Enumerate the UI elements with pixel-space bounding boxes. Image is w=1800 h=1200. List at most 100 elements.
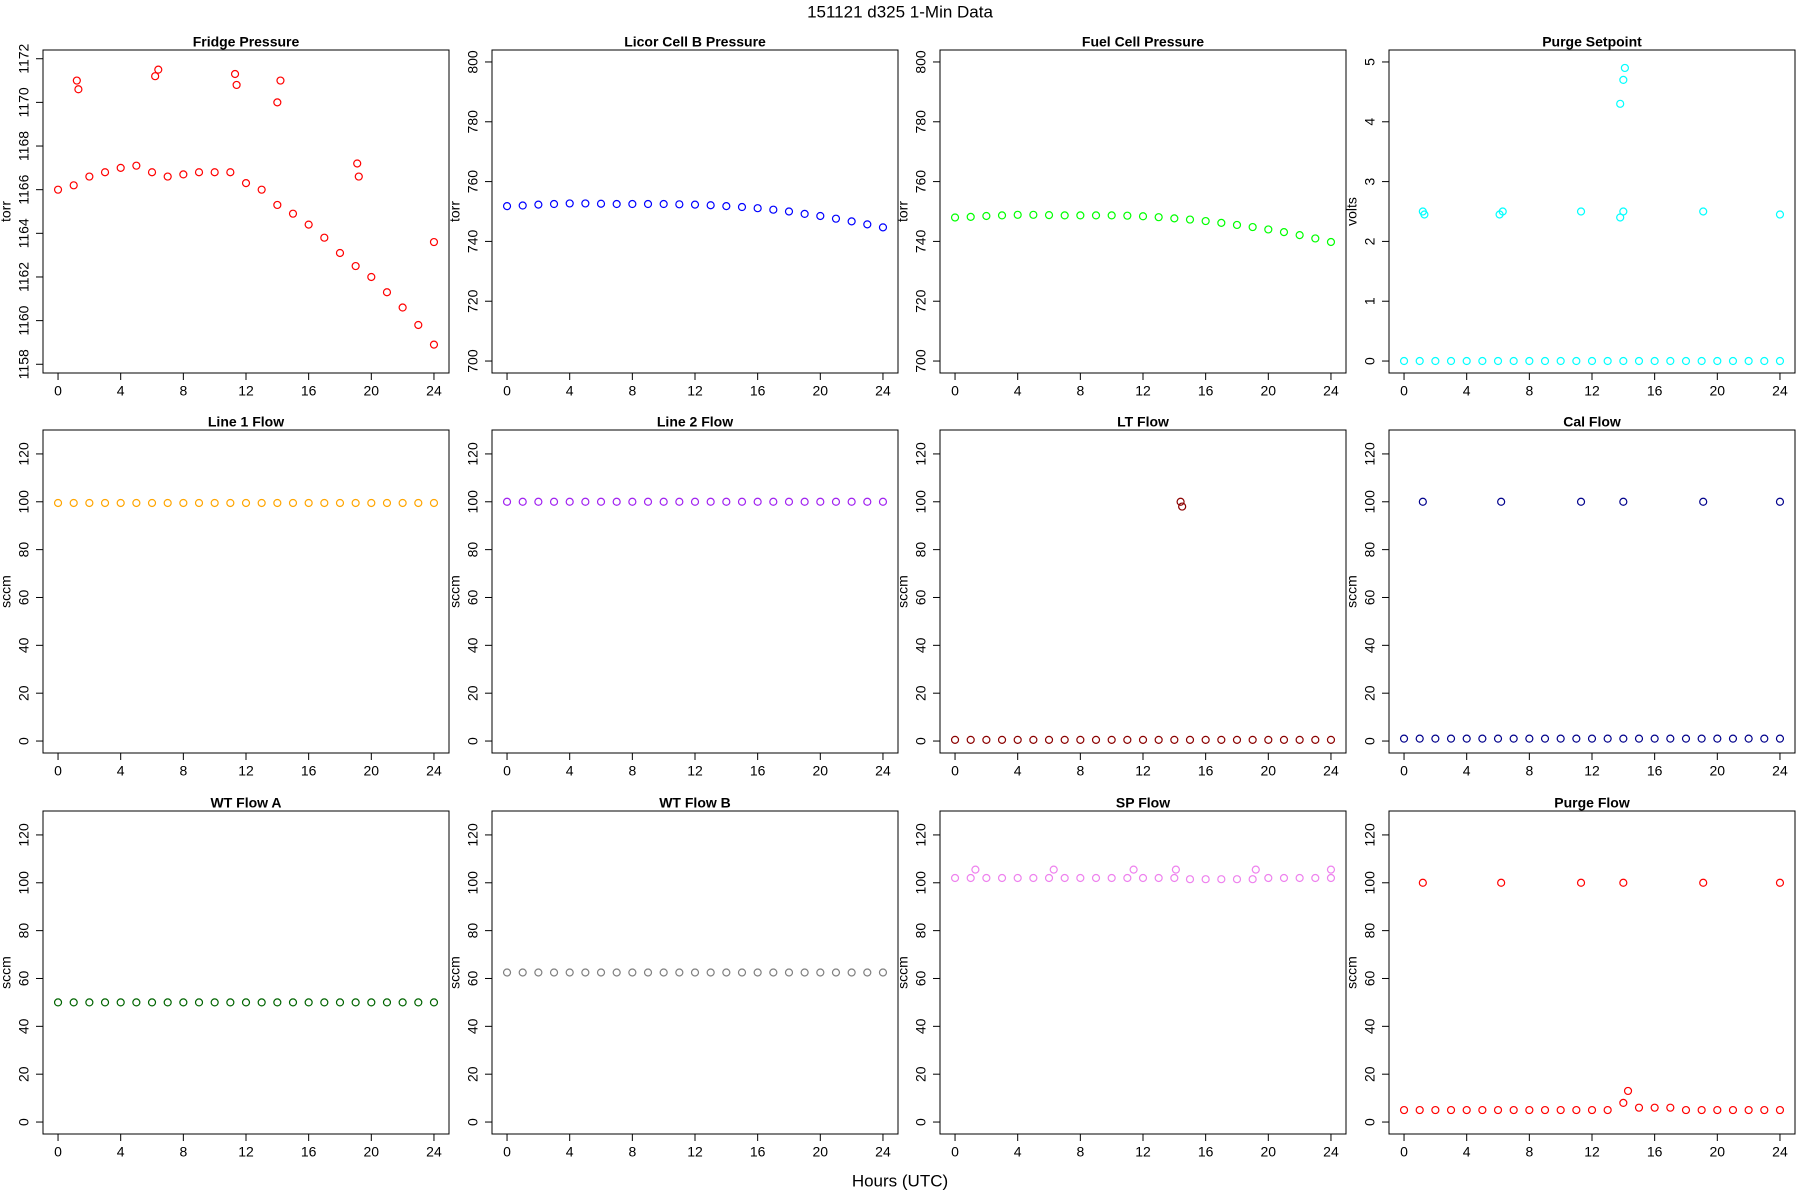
- plot-frame: [42, 810, 450, 1135]
- data-point: [53, 998, 63, 1007]
- x-tick-label: 16: [1198, 763, 1214, 779]
- x-tick-label: 24: [1772, 763, 1788, 779]
- x-tick-label: 24: [1323, 1144, 1339, 1160]
- y-tick-label: 720: [465, 289, 481, 313]
- y-tick-label: 1160: [16, 305, 32, 335]
- y-tick-label: 20: [16, 1066, 32, 1082]
- data-point: [1572, 734, 1581, 743]
- data-point: [320, 998, 329, 1007]
- y-tick-label: 120: [465, 442, 481, 466]
- data-point: [581, 968, 590, 977]
- y-tick-label: 1: [1362, 297, 1378, 305]
- data-point: [1760, 734, 1769, 743]
- data-point: [690, 497, 700, 506]
- data-point: [1619, 734, 1628, 743]
- data-point: [1295, 735, 1304, 744]
- data-point: [230, 69, 240, 79]
- x-tick-label: 16: [750, 1144, 766, 1160]
- data-point: [831, 968, 841, 977]
- data-point: [847, 217, 856, 226]
- data-point: [194, 498, 204, 508]
- y-tick-label: 120: [1362, 442, 1378, 466]
- x-tick-label: 12: [687, 383, 703, 399]
- x-tick-label: 0: [503, 1144, 511, 1160]
- data-point: [706, 968, 715, 977]
- data-point: [997, 735, 1007, 744]
- plot-frame: [42, 429, 450, 754]
- data-point: [304, 220, 313, 229]
- x-tick-label: 20: [1261, 383, 1277, 399]
- data-point: [1060, 735, 1069, 744]
- data-point: [1619, 75, 1628, 85]
- data-point: [1176, 497, 1185, 506]
- data-point: [1154, 873, 1163, 883]
- data-point: [1232, 875, 1242, 884]
- data-point: [1619, 497, 1628, 506]
- data-point: [1415, 734, 1424, 743]
- data-point: [1493, 1105, 1503, 1115]
- x-tick-label: 0: [54, 1144, 62, 1160]
- data-point: [1525, 734, 1534, 743]
- data-point: [429, 237, 439, 247]
- y-tick-label: 40: [16, 1018, 32, 1034]
- data-point: [1201, 875, 1210, 884]
- data-point: [1525, 356, 1534, 366]
- y-tick-label: 1164: [16, 218, 32, 248]
- y-tick-label: 700: [465, 349, 481, 373]
- x-tick-label: 4: [1014, 763, 1022, 779]
- data-point: [1498, 207, 1507, 216]
- x-tick-label: 20: [1710, 1144, 1726, 1160]
- y-tick-label: 0: [465, 737, 481, 745]
- data-point: [659, 968, 668, 977]
- data-point: [1170, 873, 1179, 883]
- x-tick-label: 4: [117, 763, 125, 779]
- data-point: [116, 498, 125, 508]
- data-point: [1311, 234, 1320, 243]
- x-tick-label: 4: [566, 1144, 574, 1160]
- data-point: [414, 320, 423, 330]
- x-tick-label: 0: [951, 383, 959, 399]
- y-tick-label: 100: [465, 871, 481, 895]
- data-point: [1201, 216, 1210, 226]
- data-point: [549, 968, 559, 977]
- y-tick-label: 60: [1362, 589, 1378, 605]
- data-point: [722, 968, 731, 977]
- data-point: [1178, 502, 1187, 511]
- data-point: [1556, 734, 1565, 743]
- data-point: [1619, 1098, 1628, 1107]
- y-tick-label: 20: [465, 685, 481, 701]
- figure-title: 151121 d325 1-Min Data: [807, 2, 993, 21]
- data-point: [1044, 210, 1054, 220]
- y-tick-label: 0: [913, 737, 929, 745]
- y-tick-label: 120: [465, 823, 481, 847]
- data-point: [1576, 878, 1586, 887]
- data-point: [241, 179, 251, 188]
- data-point: [1326, 865, 1336, 874]
- y-tick-label: 120: [913, 823, 929, 847]
- data-point: [69, 998, 78, 1007]
- data-point: [1478, 1105, 1487, 1115]
- data-point: [502, 202, 512, 211]
- data-point: [1431, 356, 1440, 366]
- data-point: [1091, 735, 1101, 744]
- data-point: [549, 199, 559, 209]
- data-point: [210, 168, 219, 177]
- y-axis-title: torr: [447, 201, 463, 222]
- data-point: [816, 497, 825, 506]
- y-tick-label: 60: [913, 589, 929, 605]
- data-point: [154, 65, 163, 74]
- data-point: [675, 968, 684, 977]
- x-tick-label: 20: [1710, 383, 1726, 399]
- data-point: [1478, 356, 1487, 366]
- data-point: [1326, 873, 1336, 883]
- data-point: [1446, 1105, 1456, 1115]
- data-point: [1681, 356, 1691, 366]
- x-tick-label: 12: [238, 1144, 254, 1160]
- data-point: [226, 168, 235, 177]
- data-point: [1232, 220, 1242, 230]
- x-tick-label: 24: [1323, 763, 1339, 779]
- data-point: [1279, 228, 1289, 237]
- data-point: [132, 498, 141, 508]
- data-point: [1154, 735, 1163, 744]
- data-point: [1623, 1086, 1633, 1096]
